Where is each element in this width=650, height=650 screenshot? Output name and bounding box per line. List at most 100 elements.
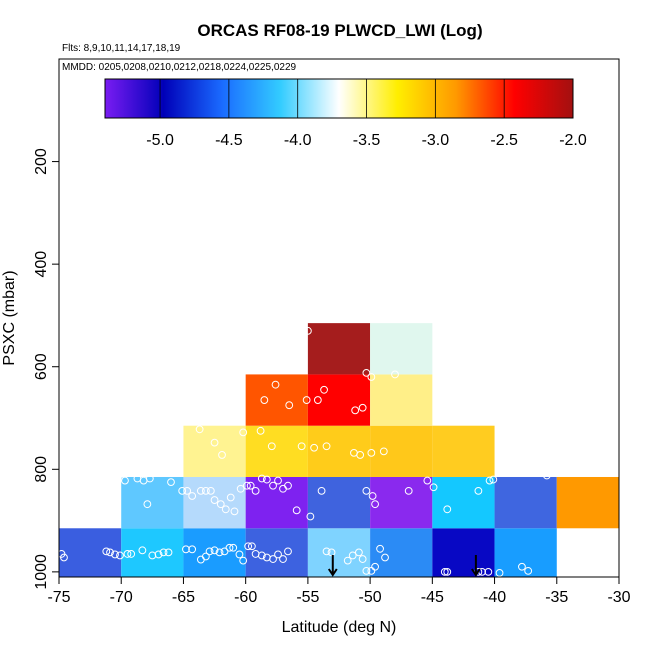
observation-point: [322, 442, 331, 451]
observation-point: [362, 368, 371, 377]
flights-subtitle: Flts: 8,9,10,11,14,17,18,19: [62, 43, 181, 54]
observation-point: [178, 486, 187, 495]
colorbar-tick-label: -4.5: [215, 132, 243, 149]
observation-point: [391, 370, 399, 379]
heatmap-cell: [370, 374, 433, 426]
observation-point: [159, 548, 168, 557]
colorbar-tick-label: -4.0: [284, 132, 312, 149]
x-tick-label: -65: [172, 589, 195, 606]
heatmap-cell: [245, 374, 308, 426]
heatmap-cell: [370, 476, 433, 529]
observation-point: [303, 326, 312, 335]
observation-point: [210, 438, 219, 447]
observation-point: [302, 396, 311, 404]
observation-point: [239, 428, 248, 437]
observation-point: [239, 556, 248, 565]
observation-point: [106, 548, 114, 557]
observation-point: [367, 448, 376, 457]
observation-point: [145, 474, 154, 483]
observation-point: [210, 496, 219, 504]
observation-point: [235, 550, 244, 559]
heatmap-cell: [183, 425, 246, 477]
observation-point: [443, 505, 452, 514]
observation-point: [154, 550, 163, 559]
observation-point: [368, 492, 377, 500]
observation-point: [297, 442, 306, 451]
x-axis-label: Latitude (deg N): [282, 619, 397, 636]
observation-point: [474, 486, 483, 495]
heatmap-cell: [307, 323, 371, 375]
x-tick-label: -50: [359, 589, 382, 606]
observation-point: [216, 500, 225, 509]
observation-point: [226, 493, 235, 502]
observation-point: [279, 555, 287, 563]
observation-point: [269, 555, 277, 563]
observation-point: [111, 550, 119, 559]
y-tick-label: 1000: [33, 554, 50, 590]
y-axis: 200 400 600 800 1000: [33, 148, 60, 590]
x-axis: -75 -70 -65 -60 -55 -50 -45 -40 -35 -30: [47, 576, 631, 606]
heatmap-cell: [432, 476, 495, 529]
x-tick-label: -55: [296, 589, 319, 606]
observation-point: [313, 396, 322, 404]
observation-point: [274, 476, 282, 485]
heatmap-cell: [183, 476, 246, 529]
observation-point: [267, 442, 276, 451]
heatmap-cell: [494, 476, 557, 529]
observation-point: [376, 544, 384, 553]
heatmap-cell: [370, 425, 433, 477]
colorbar-tick-labels: -5.0 -4.5 -4.0 -3.5 -3.0 -2.5 -2.0: [146, 132, 587, 149]
observation-point: [230, 507, 239, 516]
observation-point: [182, 545, 190, 554]
observation-point: [262, 475, 271, 484]
heatmap-cell: [556, 476, 619, 529]
heatmap-cell: [307, 374, 371, 426]
observation-point: [260, 396, 269, 404]
observation-point: [167, 478, 175, 487]
observation-point: [244, 542, 253, 551]
observation-point: [205, 547, 214, 556]
dates-subtitle: MMDD: 0205,0208,0210,0212,0218,0224,0225…: [62, 62, 297, 73]
observation-point: [220, 547, 229, 556]
heatmap-cell: [121, 528, 184, 577]
arrow-markers: [327, 555, 481, 577]
observation-point: [285, 401, 294, 410]
observation-point: [292, 506, 301, 515]
x-tick-label: -45: [421, 589, 444, 606]
heatmap-cell: [432, 425, 495, 477]
observation-point: [229, 543, 238, 552]
colorbar-dividers: [159, 79, 574, 118]
observation-point: [284, 481, 292, 490]
observation-point: [310, 443, 319, 452]
observation-point: [256, 426, 265, 435]
heatmap-cell: [307, 528, 371, 577]
observation-point: [251, 486, 260, 495]
observation-point: [138, 546, 147, 555]
observation-point: [201, 486, 210, 495]
observation-point: [215, 548, 224, 557]
observation-point: [271, 380, 280, 389]
observation-point: [123, 550, 132, 558]
observation-point: [201, 552, 210, 561]
x-tick-label: -30: [607, 589, 630, 606]
observation-point: [225, 543, 234, 552]
observation-point: [127, 550, 136, 558]
colorbar: -5.0 -4.5 -4.0 -3.5 -3.0 -2.5 -2.0: [104, 78, 587, 149]
observation-point: [518, 562, 526, 571]
observation-point: [121, 476, 129, 485]
observation-point: [274, 550, 282, 559]
observation-point: [183, 486, 192, 495]
observation-point: [284, 547, 292, 556]
observation-point: [351, 406, 360, 415]
observation-point: [236, 484, 245, 493]
x-tick-label: -60: [234, 589, 257, 606]
heatmap-cell: [245, 528, 308, 577]
observation-point: [343, 556, 352, 565]
observation-point: [206, 486, 215, 495]
observation-point: [404, 486, 413, 495]
observation-point: [489, 475, 498, 484]
observation-point: [367, 373, 376, 381]
x-tick-label: -70: [110, 589, 133, 606]
observation-point: [164, 548, 173, 557]
y-tick-label: 800: [33, 456, 50, 483]
